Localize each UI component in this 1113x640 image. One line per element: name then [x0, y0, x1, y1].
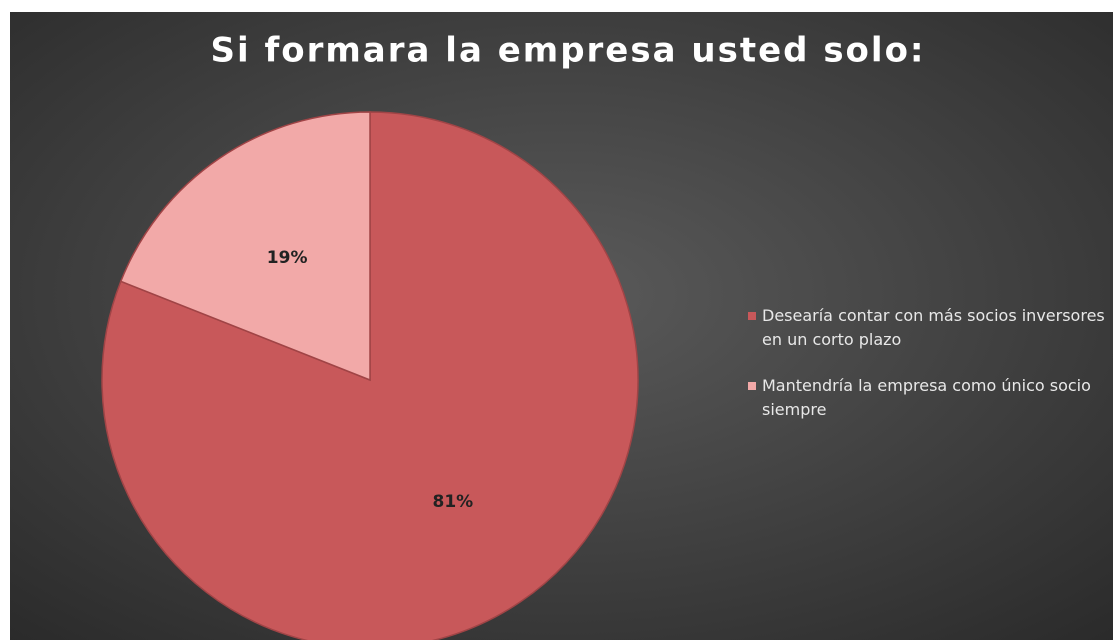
legend-swatch [748, 312, 756, 320]
pie-slice [119, 111, 371, 382]
pie: 81% 19% [101, 111, 639, 640]
data-label: 81% [432, 492, 473, 512]
legend-swatch [748, 382, 756, 390]
legend-item: Mantendría la empresa como único socio s… [748, 374, 1108, 422]
legend-label: Mantendría la empresa como único socio s… [762, 376, 1091, 419]
data-label: 19% [267, 248, 308, 268]
legend-item: Desearía contar con más socios inversore… [748, 304, 1108, 352]
chart-title: Si formara la empresa usted solo: [210, 31, 925, 71]
legend: Desearía contar con más socios inversore… [748, 304, 1108, 444]
legend-label: Desearía contar con más socios inversore… [762, 306, 1105, 349]
